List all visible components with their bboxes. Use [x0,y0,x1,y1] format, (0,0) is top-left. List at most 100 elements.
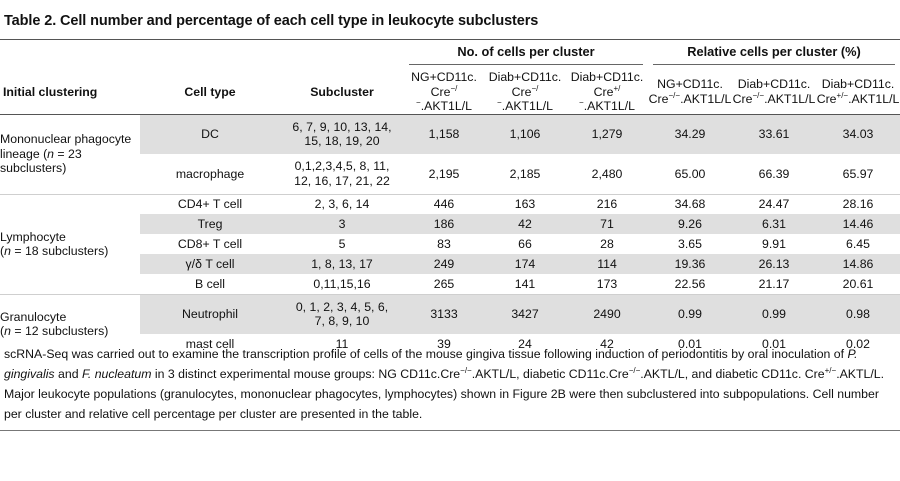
cell-type: Treg [140,214,280,234]
column-header-diab-het-count: Diab+CD11c. Cre+/−.AKT1L/L [566,70,649,115]
percent-cell: 65.97 [842,166,874,181]
count-cell: 71 [566,214,649,234]
table-row: Granulocyte (n = 12 subclusters) Neutroph… [0,293,900,354]
count-cell: 1,106 [484,113,566,154]
count-cell: 3133 [404,293,484,334]
table-row: Mononuclear phagocyte lineage (n = 23 sub… [0,113,900,194]
count-cell: 265 [433,276,455,291]
count-cell: 3427 [484,293,566,334]
cell-type: CD8+ T cell [177,236,243,251]
table-caption: scRNA-Seq was carried out to examine the… [4,347,885,421]
table-title: Table 2. Cell number and percentage of e… [4,13,539,29]
percent-cell: 3.65 [678,236,702,251]
percent-cell: 65.00 [674,166,706,181]
group-label-granulocyte: Granulocyte (n = 12 subclusters) [0,293,140,354]
percent-cell: 0.02 [846,336,870,351]
bottom-rule [0,430,900,431]
count-cell: 186 [404,214,484,234]
cell-type: DC [140,113,280,154]
table-row: Treg 3 186 42 71 9.26 6.31 14.46 [0,214,900,234]
cell-type: B cell [194,276,226,291]
percent-cell: 19.36 [648,254,733,274]
count-cell: 2490 [566,293,649,334]
subcluster-cell: 6, 7, 9, 10, 13, 14, 15, 18, 19, 20 [280,113,404,154]
count-cell: 42 [600,336,614,351]
cell-type: mast cell [185,336,235,351]
column-header-subcluster: Subcluster [280,70,404,115]
percent-cell: 6.31 [732,214,817,234]
top-rule [0,39,900,40]
percent-cell: 34.29 [648,113,733,154]
subcluster-cell: 2, 3, 6, 14 [280,193,404,214]
cell-type: γ/δ T cell [140,254,280,274]
group-header-relative: Relative cells per cluster (%) [648,40,900,70]
subcluster-cell: 0,11,15,16 [313,276,371,291]
column-header-initial-clustering: Initial clustering [0,70,140,115]
table-row: macrophage 0,1,2,3,4,5, 8, 11, 12, 16, 17… [0,154,900,194]
table-row: B cell 0,11,15,16 265 141 173 22.56 21.1… [0,274,900,294]
percent-cell: 22.56 [674,276,706,291]
subcluster-cell: 0,1,2,3,4,5, 8, 11, 12, 16, 17, 21, 22 [294,159,390,188]
column-header-ng-count: NG+CD11c. Cre−/−.AKT1L/L [404,70,484,115]
table-row: mast cell 11 39 24 42 0.01 0.01 0.02 [0,334,900,354]
count-cell: 2,195 [428,166,460,181]
percent-cell: 6.45 [846,236,870,251]
column-header-ng-percent: NG+CD11c. Cre−/−.AKT1L/L [648,70,733,115]
count-cell: 28 [600,236,614,251]
count-cell: 114 [566,254,649,274]
count-cell: 249 [404,254,484,274]
count-cell: 174 [484,254,566,274]
column-header-diab-het-percent: Diab+CD11c. Cre+/−.AKT1L/L [816,70,900,115]
cell-type: macrophage [175,166,245,181]
subcluster-cell: 5 [338,236,346,251]
percent-cell: 0.01 [762,336,786,351]
column-header-diab-ko-count: Diab+CD11c. Cre−/−.AKT1L/L [484,70,566,115]
percent-cell: 0.99 [648,293,733,334]
cell-type: Neutrophil [140,293,280,334]
group-label-lymphocyte: Lymphocyte (n = 18 subclusters) [0,193,140,294]
leukocyte-subcluster-table: No. of cells per cluster Relative cells … [0,40,900,354]
column-header-diab-ko-percent: Diab+CD11c. Cre−/−.AKT1L/L [732,70,817,115]
count-cell: 24 [518,336,532,351]
subcluster-cell: 0, 1, 2, 3, 4, 5, 6, 7, 8, 9, 10 [280,293,404,334]
percent-cell: 9.26 [648,214,733,234]
count-cell: 66 [518,236,532,251]
count-cell: 2,480 [591,166,623,181]
count-cell: 39 [437,336,451,351]
percent-cell: 21.17 [758,276,790,291]
percent-cell: 66.39 [758,166,790,181]
percent-cell: 33.61 [732,113,817,154]
table-row: γ/δ T cell 1, 8, 13, 17 249 174 114 19.3… [0,254,900,274]
count-cell: 141 [514,276,536,291]
count-cell: 2,185 [509,166,541,181]
column-header-cell-type: Cell type [140,70,280,115]
percent-cell: 9.91 [762,236,786,251]
table-row: Lymphocyte (n = 18 subclusters) CD4+ T ce… [0,193,900,294]
cell-type: CD4+ T cell [140,193,280,214]
count-cell: 1,279 [566,113,649,154]
subcluster-cell: 11 [335,336,349,351]
count-cell: 216 [566,193,649,214]
subcluster-cell: 3 [280,214,404,234]
count-cell: 42 [484,214,566,234]
count-cell: 163 [484,193,566,214]
percent-cell: 20.61 [842,276,874,291]
count-cell: 173 [596,276,618,291]
group-header-cells: No. of cells per cluster [404,40,648,70]
percent-cell: 14.86 [816,254,900,274]
count-cell: 1,158 [404,113,484,154]
subcluster-cell: 1, 8, 13, 17 [280,254,404,274]
table-row: CD8+ T cell 5 83 66 28 3.65 9.91 6.45 [0,234,900,254]
percent-cell: 24.47 [732,193,817,214]
percent-cell: 0.98 [816,293,900,334]
percent-cell: 28.16 [816,193,900,214]
percent-cell: 26.13 [732,254,817,274]
percent-cell: 0.99 [732,293,817,334]
count-cell: 83 [437,236,451,251]
percent-cell: 14.46 [816,214,900,234]
percent-cell: 34.03 [816,113,900,154]
group-label-mononuclear: Mononuclear phagocyte lineage (n = 23 sub… [0,113,140,194]
percent-cell: 0.01 [678,336,702,351]
percent-cell: 34.68 [648,193,733,214]
count-cell: 446 [404,193,484,214]
